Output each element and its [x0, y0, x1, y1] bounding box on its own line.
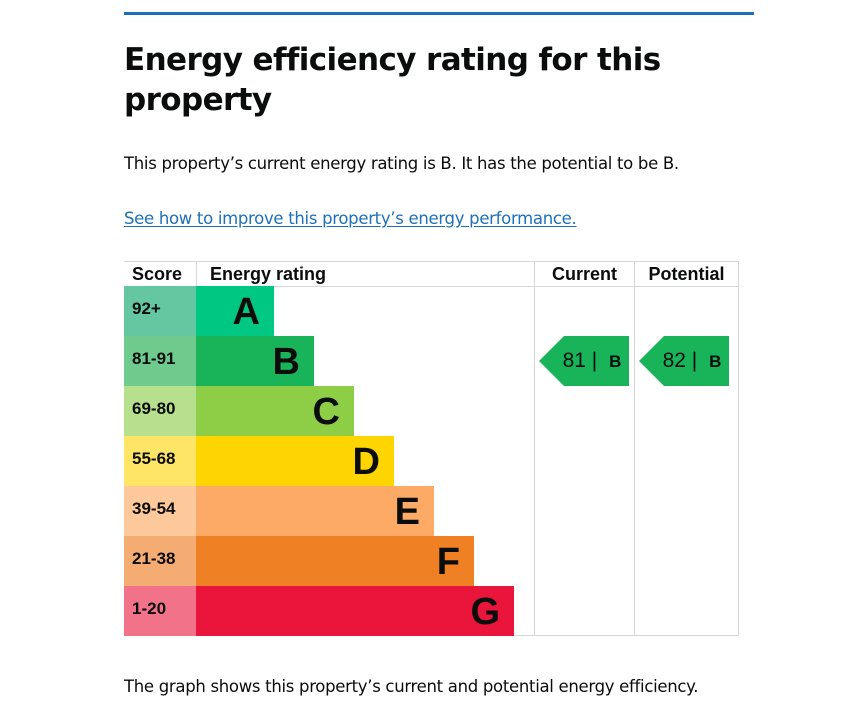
header-current: Current — [551, 264, 617, 284]
band-letter-c: C — [312, 391, 340, 433]
band-score-b: 81-91 — [124, 336, 196, 386]
band-letter-a: A — [232, 291, 260, 333]
current-rating-marker: 81 | B — [539, 336, 629, 386]
band-letter-f: F — [436, 541, 460, 583]
grid-col-score — [196, 261, 197, 287]
band-bar-c: C — [196, 386, 354, 436]
current-marker-label: 81 | B — [562, 349, 622, 372]
current-marker-shape — [539, 336, 629, 386]
band-bar-d: D — [196, 436, 394, 486]
potential-marker-label: 82 | B — [662, 349, 722, 372]
grid-top — [124, 261, 739, 262]
band-score-d: 55-68 — [124, 436, 196, 486]
rating-summary: This property’s current energy rating is… — [124, 154, 679, 173]
graph-description: The graph shows this property’s current … — [124, 677, 699, 696]
band-score-a: 92+ — [124, 286, 196, 336]
band-score-e: 39-54 — [124, 486, 196, 536]
band-bar-g: G — [196, 586, 514, 636]
band-bar-a: A — [196, 286, 274, 336]
band-letter-d: D — [352, 441, 380, 483]
band-bar-e: E — [196, 486, 434, 536]
section-top-border — [124, 12, 754, 15]
current-marker-arrow — [539, 336, 629, 386]
improve-performance-link[interactable]: See how to improve this property’s energ… — [124, 209, 577, 228]
page-title: Energy efficiency rating for this proper… — [124, 42, 661, 118]
potential-rating-marker: 82 | B — [639, 336, 729, 386]
current-band: B — [609, 352, 622, 371]
band-letter-e: E — [394, 491, 420, 533]
band-score-g: 1-20 — [124, 586, 196, 636]
band-letter-g: G — [470, 591, 500, 633]
header-energy-rating: Energy rating — [210, 264, 327, 284]
band-score-c: 69-80 — [124, 386, 196, 436]
header-potential: Potential — [648, 264, 725, 284]
potential-band: B — [709, 352, 722, 371]
band-letter-b: B — [272, 341, 300, 383]
band-score-f: 21-38 — [124, 536, 196, 586]
grid-col-current — [534, 261, 535, 636]
grid-right — [738, 261, 739, 636]
band-bar-f: F — [196, 536, 474, 586]
potential-marker-shape — [639, 336, 729, 386]
current-value: 81 — [562, 349, 586, 372]
header-score: Score — [132, 264, 183, 284]
grid-col-potential — [634, 261, 635, 636]
energy-rating-chart: Score Energy rating Current Potential 92… — [124, 261, 739, 636]
band-bar-b: B — [196, 336, 314, 386]
potential-marker-arrow — [639, 336, 729, 386]
grid-header-bottom — [124, 286, 739, 287]
potential-value: 82 — [662, 349, 686, 372]
